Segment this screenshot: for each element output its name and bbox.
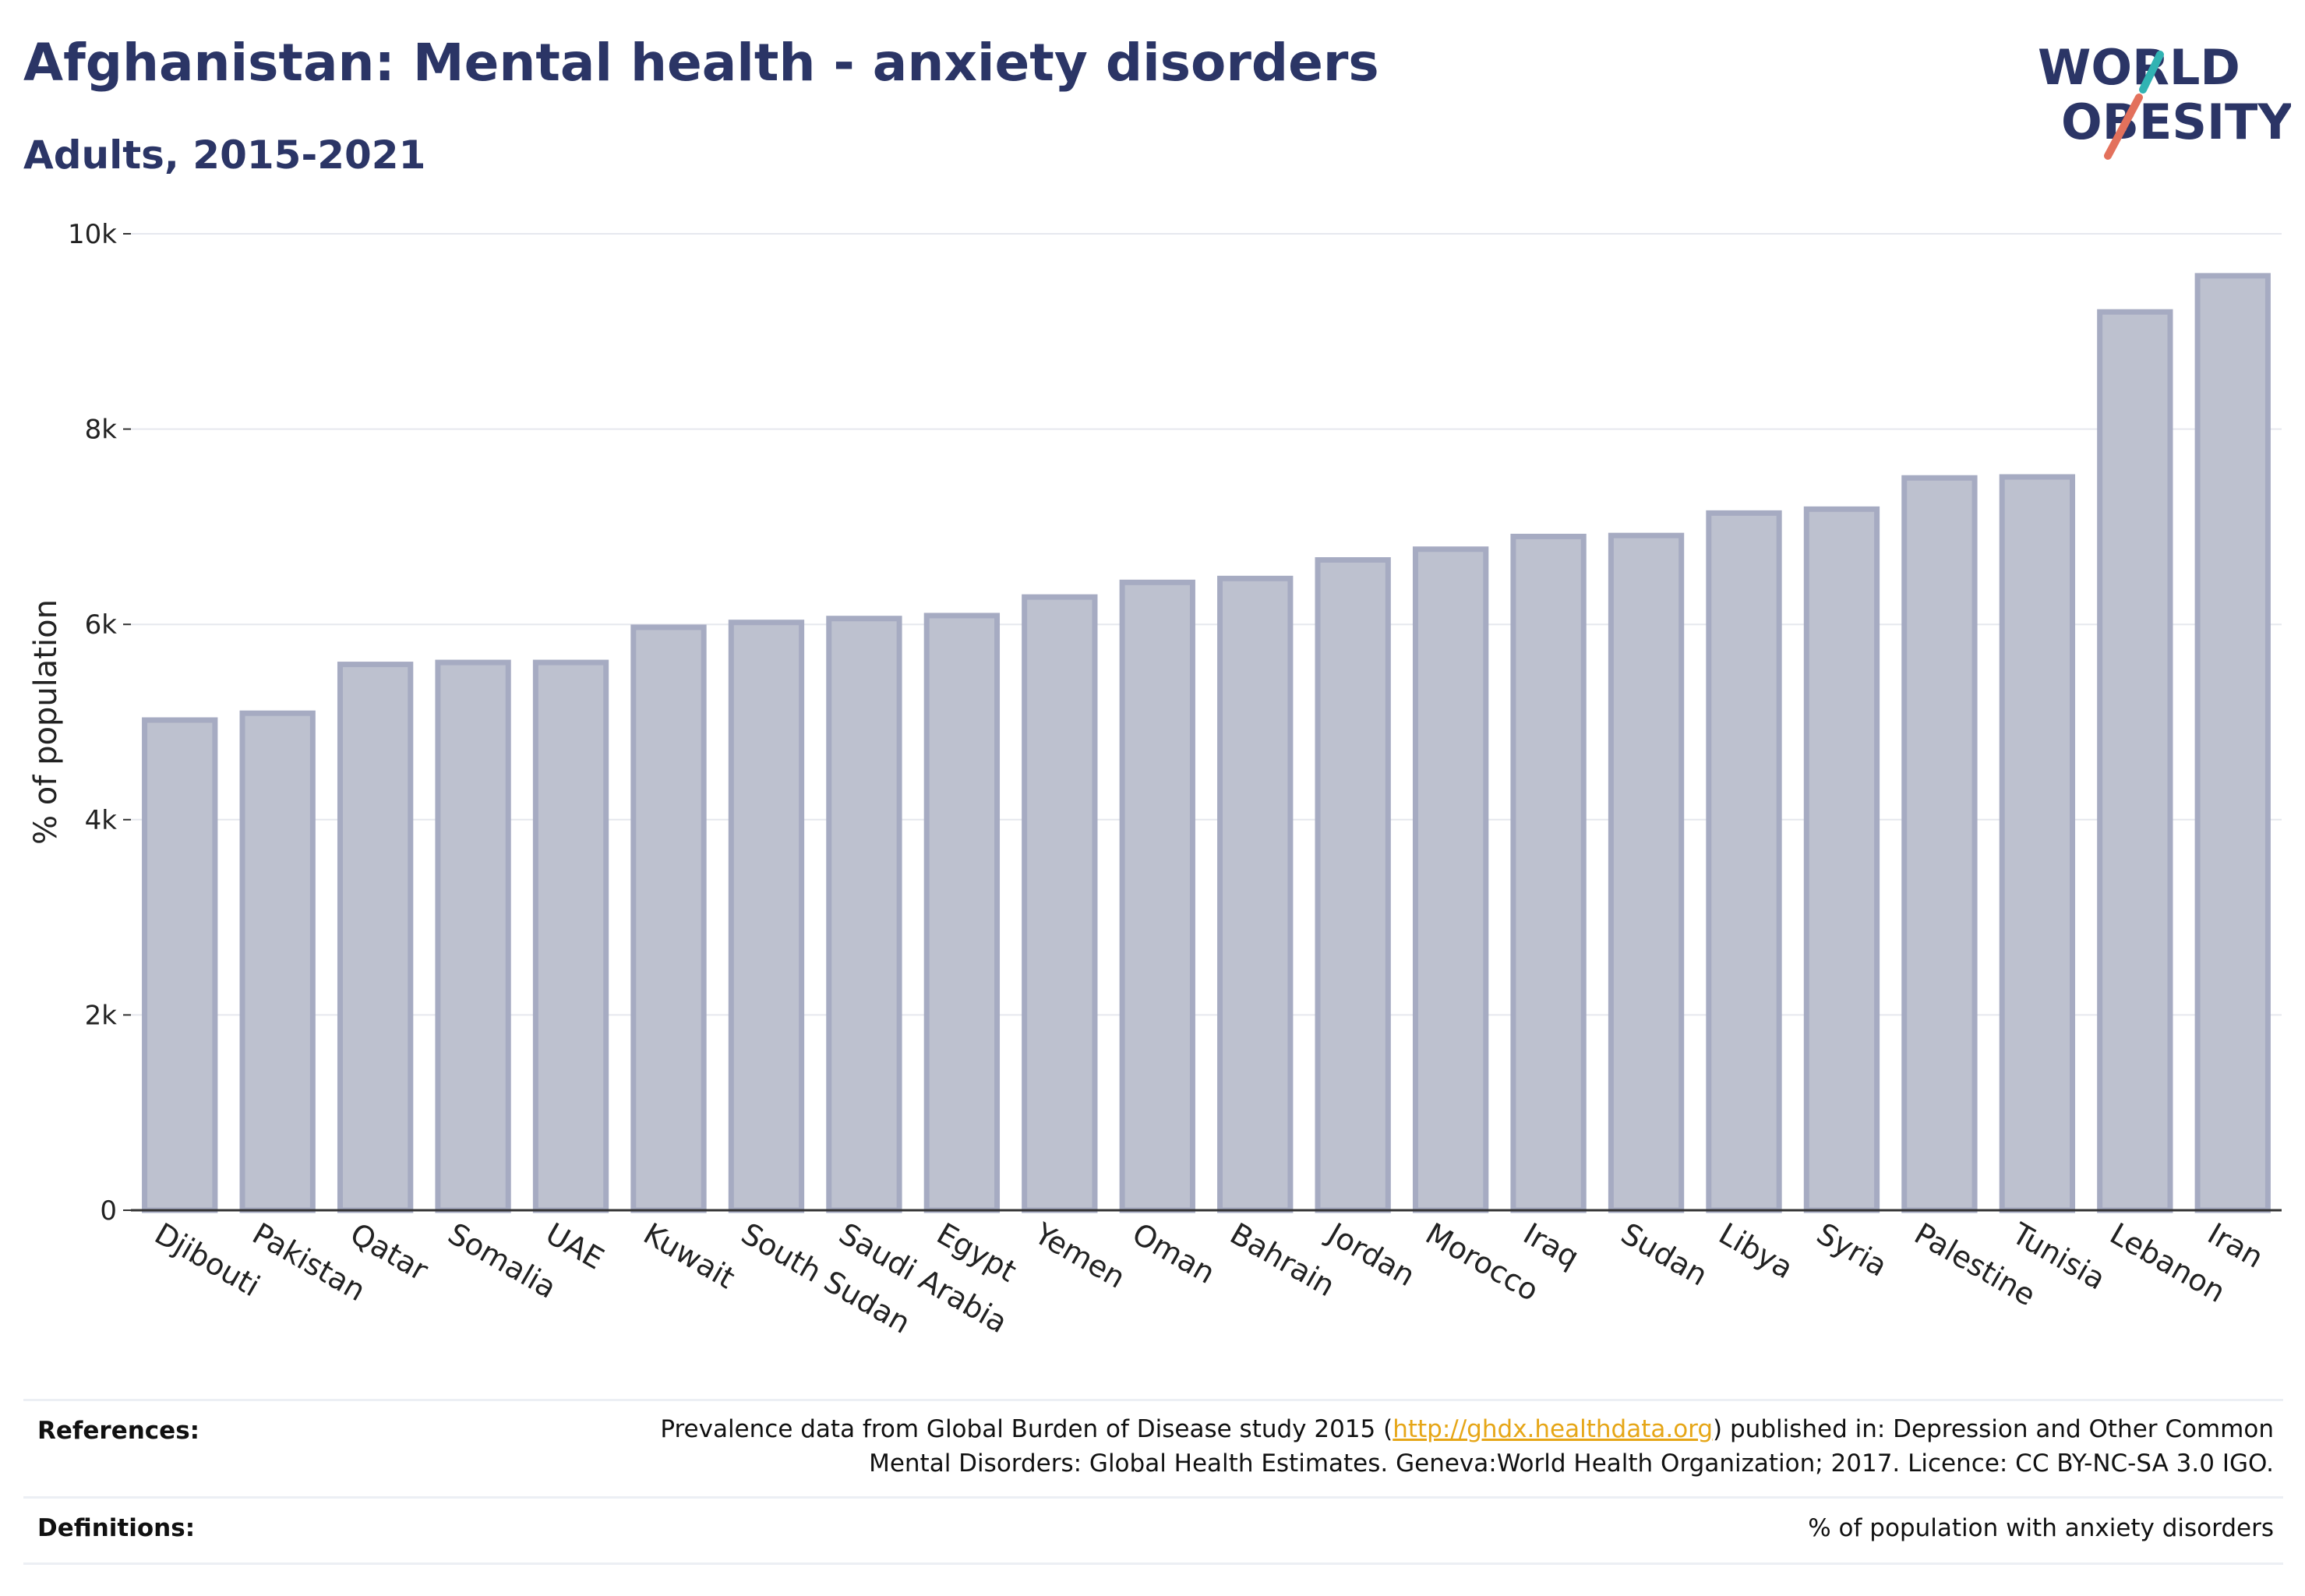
- y-tick-label: 4k: [85, 805, 118, 836]
- x-tick-label: Kuwait: [638, 1216, 741, 1296]
- y-tick-label: 6k: [85, 609, 118, 641]
- x-tick-label: Yemen: [1028, 1216, 1131, 1295]
- definitions-text: % of population with anxiety disorders: [1808, 1514, 2274, 1542]
- references-line2: Mental Disorders: Global Health Estimate…: [869, 1449, 2274, 1478]
- bar-egypt: [923, 613, 1001, 1213]
- y-tick-label: 8k: [85, 415, 118, 446]
- references-row: References: Prevalence data from Global …: [23, 1399, 2283, 1499]
- bar-south-sudan: [728, 620, 805, 1213]
- x-tick-label: Bahrain: [1224, 1216, 1340, 1304]
- chart-title: Afghanistan: Mental health - anxiety dis…: [23, 33, 1379, 93]
- logo-slash-teal-icon: [2139, 51, 2164, 94]
- references-text-before: Prevalence data from Global Burden of Di…: [660, 1415, 1393, 1443]
- x-tick-label: Iran: [2202, 1216, 2269, 1275]
- x-tick-label: Morocco: [1420, 1216, 1544, 1308]
- references-link[interactable]: http://ghdx.healthdata.org: [1393, 1415, 1714, 1443]
- bar-lebanon: [2097, 309, 2173, 1213]
- x-tick-label: Somalia: [443, 1216, 563, 1305]
- x-tick-label: UAE: [540, 1216, 609, 1276]
- bar-djibouti: [142, 717, 218, 1213]
- world-obesity-logo: WORLD OBESITY: [2026, 23, 2293, 164]
- definitions-label: Definitions:: [37, 1514, 196, 1542]
- bar-syria: [1803, 506, 1880, 1213]
- axes: [123, 233, 2282, 1212]
- bar-iraq: [1510, 533, 1587, 1213]
- x-tick-label: Syria: [1811, 1216, 1893, 1284]
- bar-pakistan: [239, 710, 316, 1213]
- bar-bahrain: [1217, 575, 1294, 1213]
- x-tick-label: South Sudan: [736, 1216, 916, 1340]
- x-tick-label: Libya: [1714, 1216, 1799, 1286]
- bar-qatar: [337, 662, 414, 1213]
- y-tick-label: 2k: [85, 1000, 118, 1031]
- x-tick-label: Iraq: [1518, 1216, 1585, 1275]
- bar-saudi-arabia: [826, 616, 902, 1213]
- bar-sudan: [1608, 532, 1685, 1213]
- bar-iran: [2194, 273, 2271, 1213]
- x-tick-label: Pakistan: [247, 1216, 372, 1308]
- bar-palestine: [1901, 475, 1978, 1213]
- x-tick-label: Djibouti: [149, 1216, 266, 1304]
- logo-line1: WORLD: [2038, 39, 2240, 96]
- x-tick-label: Sudan: [1615, 1216, 1714, 1293]
- references-label: References:: [37, 1417, 200, 1445]
- bar-oman: [1119, 579, 1195, 1213]
- references-panel: References: Prevalence data from Global …: [23, 1399, 2283, 1565]
- logo-line2: OBESITY: [2061, 94, 2291, 150]
- definitions-row: Definitions: % of population with anxiet…: [23, 1496, 2283, 1565]
- bar-yemen: [1022, 594, 1098, 1213]
- y-tick-label: 0: [100, 1195, 117, 1227]
- bar-jordan: [1315, 557, 1391, 1213]
- logo-slash-red-icon: [2104, 94, 2143, 160]
- x-tick-label: Oman: [1127, 1216, 1221, 1291]
- references-text-after: ) published in: Depression and Other Com…: [1713, 1415, 2274, 1443]
- references-text: Prevalence data from Global Burden of Di…: [660, 1412, 2274, 1481]
- bars: [142, 273, 2271, 1213]
- bar-kuwait: [630, 624, 707, 1213]
- bar-morocco: [1412, 546, 1489, 1213]
- logo-graphic: WORLD OBESITY: [2038, 39, 2293, 160]
- y-tick-label: 10k: [68, 219, 117, 250]
- bar-uae: [532, 659, 609, 1213]
- bar-tunisia: [1999, 474, 2076, 1213]
- y-axis-label: % of population: [28, 599, 64, 845]
- bar-libya: [1706, 510, 1782, 1213]
- chart-subtitle: Adults, 2015-2021: [23, 132, 426, 178]
- bar-somalia: [435, 659, 511, 1213]
